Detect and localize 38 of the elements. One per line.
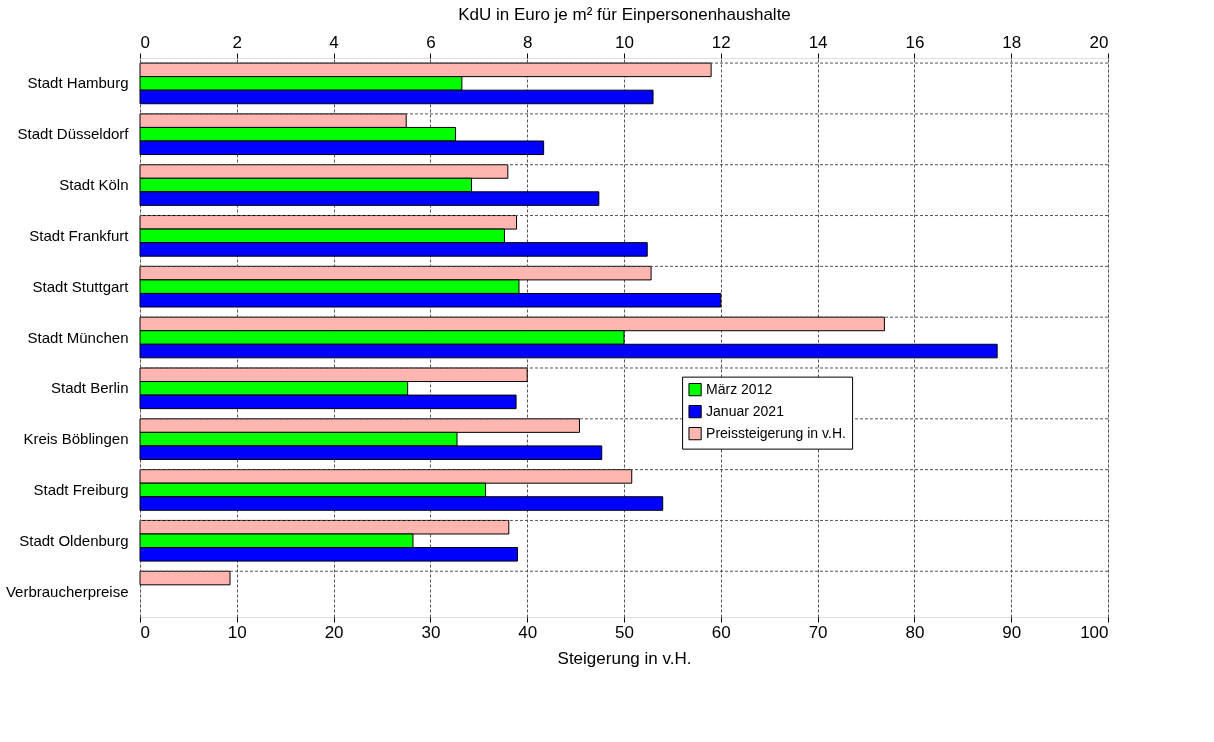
x2-tick-label: 20 [1089,32,1109,52]
y-tick-label: Stadt Oldenburg [19,531,129,549]
y-tick-label: Stadt Köln [59,176,129,194]
x-tick-label: 60 [711,622,731,642]
x2-tick-label: 0 [140,32,150,52]
x2-tick-label: 10 [615,32,634,52]
y-tick-label: Stadt Düsseldorf [17,125,130,143]
y-tick-label: Stadt Frankfurt [29,226,130,244]
y-tick-label: Verbraucherpreise [5,582,129,600]
x2-tick-label: 6 [426,32,436,52]
x2-tick-label: 2 [232,32,243,52]
x-axis-title: Steigerung in v.H. [557,648,692,668]
x-tick-label: 80 [905,622,925,642]
x-tick-label: 20 [324,622,344,642]
x-tick-label: 90 [1002,622,1022,642]
y-tick-label: Stadt Freiburg [33,480,129,498]
x2-tick-label: 14 [808,32,828,52]
x2-tick-label: 12 [711,32,731,52]
y-tick-label: Stadt Stuttgart [32,277,130,295]
x-tick-label: 40 [518,622,538,642]
x2-tick-label: 8 [522,32,533,52]
x-tick-label: 50 [615,622,634,642]
x-tick-label: 10 [227,622,247,642]
y-tick-label: Stadt München [27,328,129,346]
y-tick-label: Kreis Böblingen [23,430,129,448]
x-tick-label: 100 [1080,622,1109,642]
legend-label: Januar 2021 [706,402,785,419]
x2-tick-label: 4 [329,32,339,52]
x2-tick-label: 18 [1002,32,1022,52]
x-tick-label: 0 [140,622,150,642]
x2-axis-title: KdU in Euro je m² für Einpersonenhaushalte [458,4,791,24]
x-tick-label: 70 [808,622,828,642]
y-tick-label: Stadt Hamburg [27,74,129,92]
x2-tick-label: 16 [905,32,925,52]
legend-label: März 2012 [706,380,773,397]
y-tick-label: Stadt Berlin [50,379,129,397]
x-tick-label: 30 [421,622,441,642]
legend-label: Preissteigerung in v.H. [706,424,846,441]
